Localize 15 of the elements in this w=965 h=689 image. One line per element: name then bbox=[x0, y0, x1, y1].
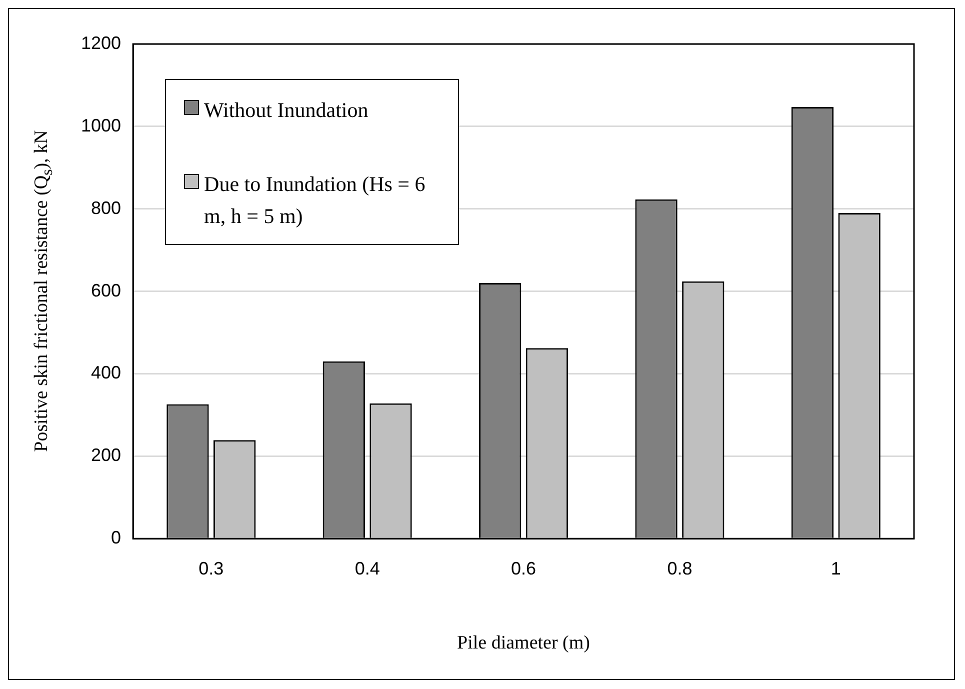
x-tick-label: 0.8 bbox=[667, 558, 692, 578]
x-tick-label: 0.6 bbox=[511, 558, 536, 578]
y-tick-label: 600 bbox=[90, 280, 122, 300]
y-tick-label: 0 bbox=[111, 528, 122, 548]
y-tick-label: 1000 bbox=[80, 115, 122, 136]
x-tick-label: 1 bbox=[830, 558, 841, 578]
legend-label: Without Inundation bbox=[204, 97, 368, 124]
y-tick-label: 1200 bbox=[80, 32, 122, 53]
y-tick-label: 200 bbox=[90, 445, 122, 466]
x-tick-label: 0.3 bbox=[198, 558, 224, 578]
y-tick-label: 800 bbox=[90, 198, 122, 218]
legend-label: Due to Inundation (Hs = 6 m, h = 5 m) bbox=[204, 171, 426, 230]
x-tick-label: 0.4 bbox=[354, 558, 380, 578]
x-axis-title: Pile diameter (m) bbox=[457, 632, 590, 654]
y-tick-label: 400 bbox=[90, 362, 122, 383]
